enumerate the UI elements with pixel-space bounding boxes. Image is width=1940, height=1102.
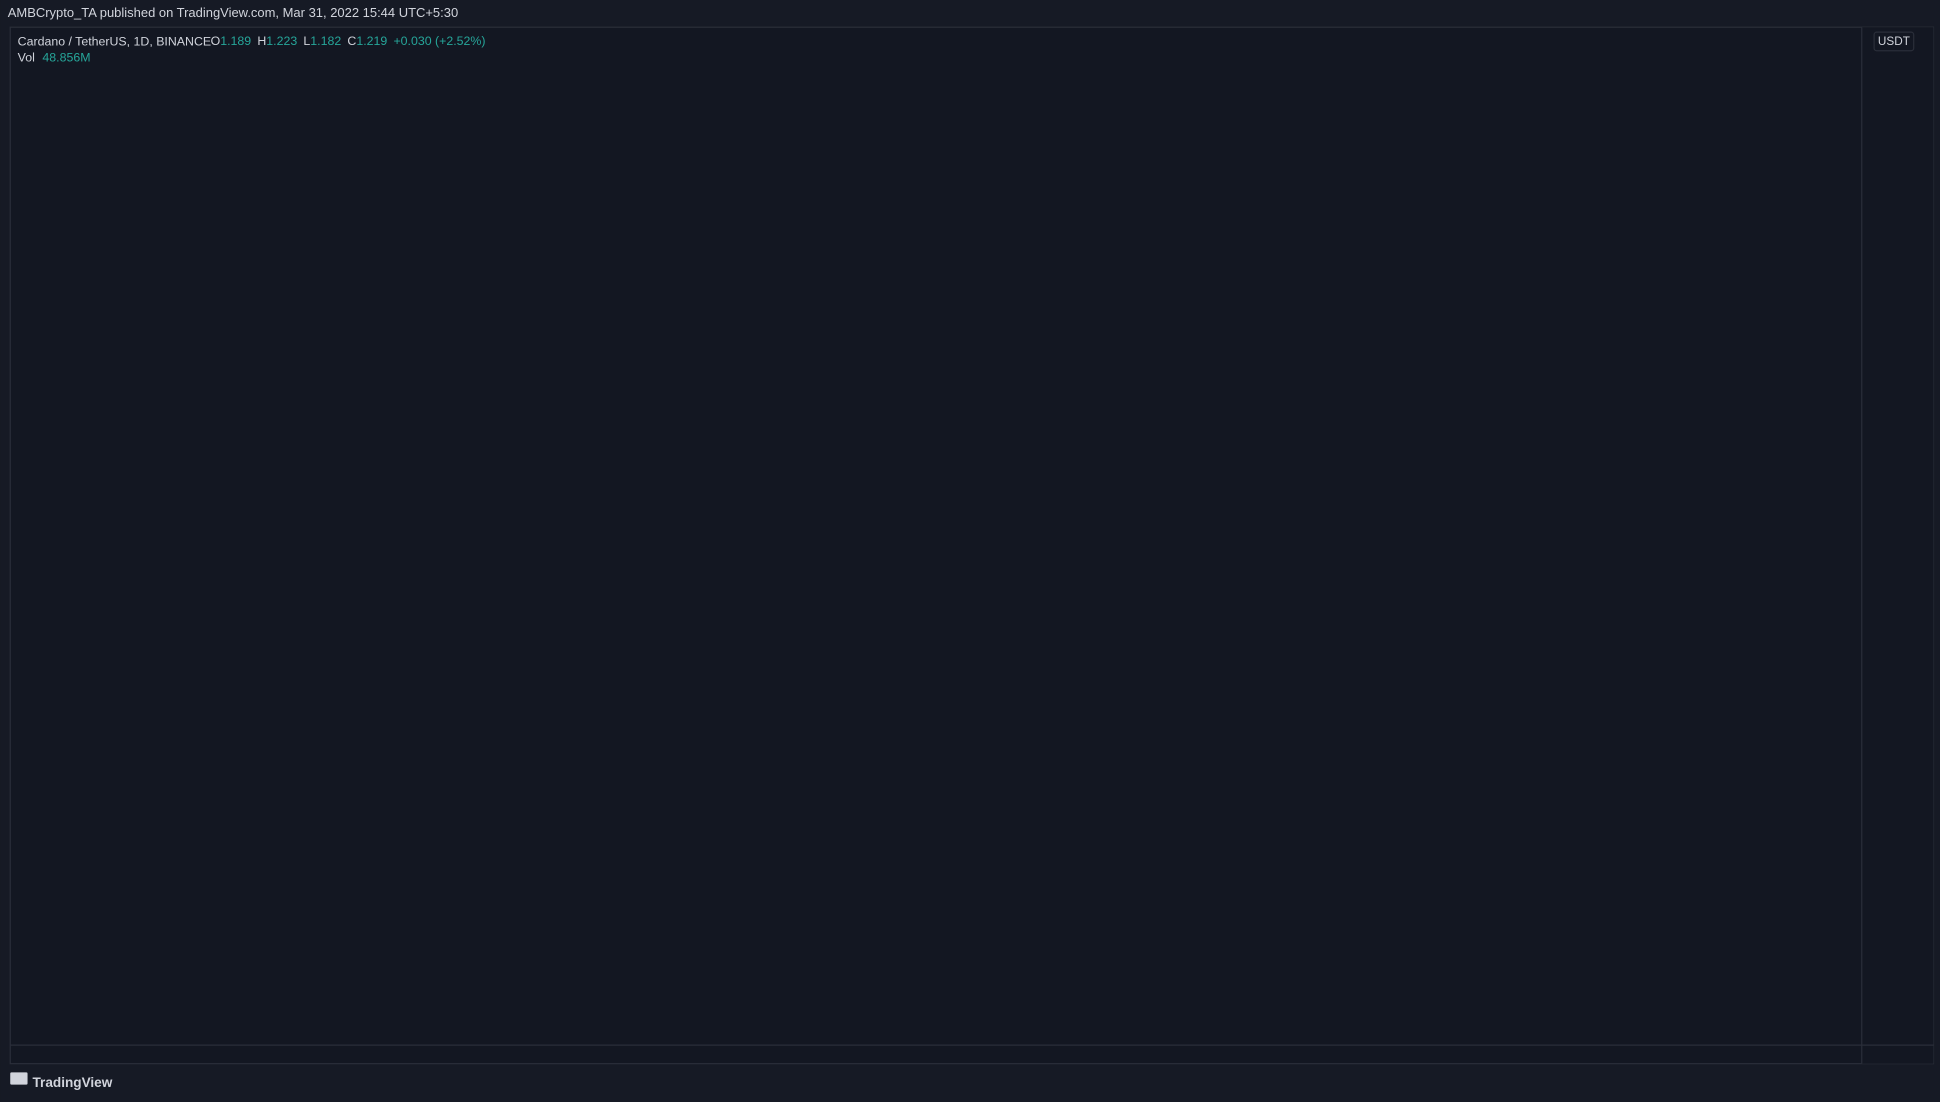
chart-panel xyxy=(9,26,1935,1065)
logo-icon xyxy=(10,1072,28,1085)
header: AMBCrypto_TA published on TradingView.co… xyxy=(8,5,458,20)
currency-box xyxy=(1873,31,1915,52)
readout-value: 1.223 xyxy=(266,34,297,48)
volume-name: Vol xyxy=(18,50,35,64)
volume-readout: 48.856M xyxy=(42,50,90,64)
readout-key: L xyxy=(303,34,310,48)
currency: USDT xyxy=(1878,35,1910,48)
readout-value: 1.182 xyxy=(310,34,341,48)
chart-title: Cardano / TetherUS, 1D, BINANCE xyxy=(18,34,211,48)
readout-value: 1.219 xyxy=(356,34,387,48)
readout-change: +0.030 (+2.52%) xyxy=(393,34,485,48)
ohlc-readout: O1.189 H1.223 L1.182 C1.219 +0.030 (+2.52%) xyxy=(211,34,486,48)
readout-key: C xyxy=(347,34,356,48)
price-axis xyxy=(1861,27,1934,1064)
readout-value: 1.189 xyxy=(220,34,251,48)
footer-logo: TradingView xyxy=(32,1075,112,1090)
readout-key: H xyxy=(257,34,266,48)
readout-key: O xyxy=(211,34,221,48)
